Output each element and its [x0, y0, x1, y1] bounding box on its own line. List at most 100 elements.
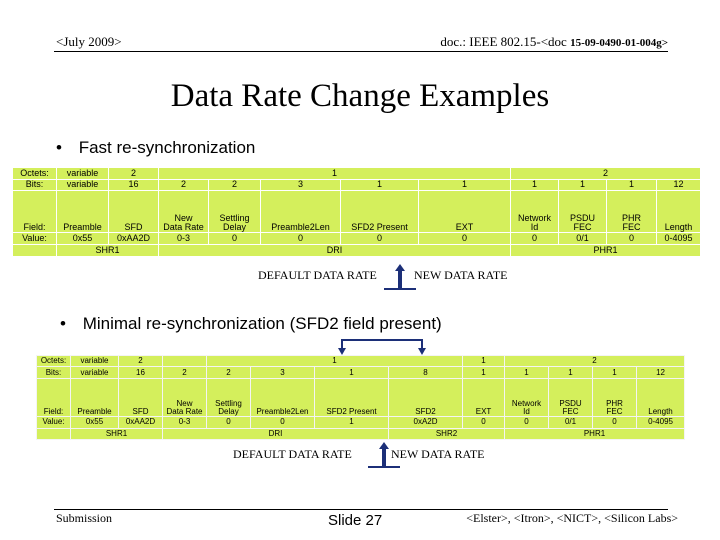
bits-cell: 8: [387, 366, 464, 380]
bits-cell: 1: [462, 366, 506, 380]
bits-cell: 12: [656, 178, 702, 192]
value-cell: 0: [592, 415, 638, 429]
footer-slide-number: Slide 27: [328, 512, 383, 529]
field-network-id-text: Network Id: [511, 398, 542, 416]
field-new-data-rate-text: New Data Rate: [166, 398, 203, 416]
frame-format-table-minimal: Octets: variable 2 1 1 2 Bits: variable …: [36, 354, 686, 441]
bits-cell: 16: [108, 178, 159, 192]
octets-cell: variable: [70, 354, 119, 368]
bits-cell: 1: [510, 178, 560, 192]
value-cell: 0: [250, 415, 315, 429]
bits-cell: 1: [314, 366, 389, 380]
field-row: Field: Preamble SFD New Data Rate Settli…: [36, 378, 686, 417]
octets-cell: 2: [118, 354, 163, 368]
group-shr1: SHR1: [70, 427, 163, 441]
bits-cell: 1: [417, 178, 512, 192]
slide-title: Data Rate Change Examples: [170, 78, 550, 114]
value-cell: 0: [340, 231, 419, 246]
octets-row: Octets: variable 2 1 1 2: [36, 354, 686, 368]
field-new-data-rate: New Data Rate: [158, 190, 209, 233]
bullet-2-mark: •: [60, 314, 66, 333]
arrow-left-path: [384, 271, 400, 290]
header-rule: [54, 51, 668, 52]
field-new-data-rate-text: New Data Rate: [163, 212, 204, 232]
bracket-head-left: [338, 348, 346, 355]
sfd2-bracket-arrows: [338, 339, 426, 355]
field-preamble2len: Preamble2Len: [260, 190, 341, 233]
bracket-head-right: [418, 348, 426, 355]
bits-cell: 1: [558, 178, 608, 192]
field-psdu-fec: PSDU FEC: [548, 378, 594, 417]
frame-format-table-fast: Octets: variable 2 1 2 Bits: variable 16…: [12, 167, 702, 257]
value-label: Value:: [36, 415, 71, 429]
field-sfd: SFD: [118, 378, 163, 417]
field-network-id: Network Id: [504, 378, 550, 417]
value-cell: 0-4095: [636, 415, 686, 429]
field-label: Field:: [36, 378, 71, 417]
bits-cell: 2: [162, 366, 207, 380]
value-label: Value:: [12, 231, 57, 246]
value-cell: 0: [462, 415, 506, 429]
value-cell: 0xAA2D: [118, 415, 163, 429]
group-dri: DRI: [162, 427, 389, 441]
bits-cell: 16: [118, 366, 163, 380]
group-shr2: SHR2: [387, 427, 506, 441]
bullet-1-text: Fast re-synchronization: [78, 138, 256, 157]
bullet-1-mark: •: [56, 138, 62, 157]
field-phr-fec: PHR FEC: [592, 378, 638, 417]
field-settling-delay: Settling Delay: [208, 190, 261, 233]
footer-rule: [54, 509, 668, 510]
octets-cell: 1: [157, 167, 512, 180]
field-new-data-rate: New Data Rate: [162, 378, 207, 417]
arrow-right-path: [384, 449, 400, 468]
bits-cell: 2: [158, 178, 209, 192]
field-settling-delay: Settling Delay: [206, 378, 251, 417]
footer-submission: Submission: [56, 511, 113, 525]
bits-cell: 1: [592, 366, 638, 380]
field-settling-delay-text: Settling Delay: [219, 212, 250, 232]
value-cell: 0: [417, 231, 512, 246]
bits-row: Bits: variable 16 2 2 3 1 1 1 1 1 12: [12, 178, 702, 192]
value-cell: 0-4095: [656, 231, 702, 246]
field-length: Length: [636, 378, 686, 417]
bits-cell: 1: [548, 366, 594, 380]
value-cell: 0: [510, 231, 560, 246]
group-dri: DRI: [157, 244, 512, 257]
octets-cell: 2: [504, 354, 686, 368]
value-row: Value: 0x55 0xAA2D 0-3 0 0 0 0 0 0/1 0 0…: [12, 231, 702, 246]
bits-cell: 1: [340, 178, 419, 192]
field-phr-fec: PHR FEC: [606, 190, 658, 233]
field-ext: EXT: [462, 378, 506, 417]
octets-cell: 1: [205, 354, 464, 368]
field-sfd2-present: SFD2 Present: [314, 378, 389, 417]
bullet-1: • Fast re-synchronization: [56, 138, 255, 158]
header-right-prefix: doc.: IEEE 802.15-<doc: [440, 34, 567, 49]
field-sfd: SFD: [108, 190, 159, 233]
bullet-2: • Minimal re-synchronization (SFD2 field…: [60, 314, 442, 334]
default-rate-label-2: DEFAULT DATA RATE: [233, 447, 352, 461]
octets-row: Octets: variable 2 1 2: [12, 167, 702, 180]
default-rate-label-1: DEFAULT DATA RATE: [258, 268, 377, 282]
value-cell: 0-3: [162, 415, 207, 429]
field-phr-fec-text: PHR FEC: [622, 212, 642, 232]
bits-cell: 3: [250, 366, 315, 380]
field-psdu-fec-text: PSDU FEC: [570, 212, 596, 232]
group-label-blank: [12, 244, 57, 257]
field-length: Length: [656, 190, 702, 233]
header-left: <July 2009>: [56, 34, 122, 49]
header-right: doc.: IEEE 802.15-<doc 15-09-0490-01-004…: [440, 34, 668, 50]
value-cell: 0-3: [158, 231, 209, 246]
field-phr-fec-text: PHR FEC: [606, 398, 623, 416]
group-label-blank: [36, 427, 71, 441]
octets-label: Octets:: [36, 354, 71, 368]
bits-row: Bits: variable 16 2 2 3 1 8 1 1 1 1 12: [36, 366, 686, 380]
value-cell: 0: [206, 415, 251, 429]
value-cell: 0x55: [56, 231, 109, 246]
arrow-right-path: [400, 271, 416, 290]
value-cell: 1: [314, 415, 389, 429]
field-row: Field: Preamble SFD New Data Rate Settli…: [12, 190, 702, 233]
rate-switch-arrows-2: [368, 442, 400, 468]
value-cell: 0: [208, 231, 261, 246]
octets-cell: 2: [108, 167, 159, 180]
field-preamble: Preamble: [70, 378, 119, 417]
